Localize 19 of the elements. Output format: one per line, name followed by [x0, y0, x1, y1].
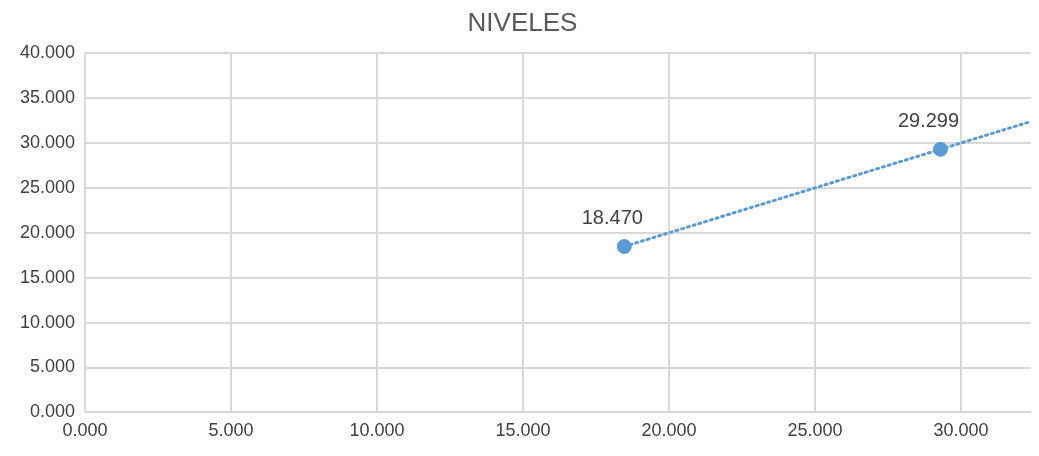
y-tick-label: 5.000 [30, 356, 76, 377]
y-tick-label: 20.000 [19, 221, 76, 242]
y-tick-label: 25.000 [19, 176, 76, 197]
data-label: 29.299 [897, 108, 960, 131]
y-tick-label: 35.000 [19, 87, 76, 108]
data-label: 18.470 [581, 206, 643, 229]
y-tick-label: 30.000 [19, 131, 76, 152]
x-tick-label: 10.000 [349, 420, 405, 441]
x-tick-label: 5.000 [208, 420, 254, 441]
x-tick-label: 20.000 [641, 420, 697, 441]
y-tick-label: 10.000 [19, 311, 76, 332]
x-tick-label: 25.000 [787, 420, 843, 441]
y-tick-label: 15.000 [19, 266, 76, 287]
y-tick-label: 40.000 [19, 42, 76, 63]
chart-title: NIVELES [467, 6, 578, 37]
y-tick-label: 0.000 [30, 401, 76, 422]
x-tick-label: 15.000 [495, 420, 551, 441]
x-tick-label: 30.000 [933, 420, 989, 441]
x-tick-label: 0.000 [62, 420, 108, 441]
